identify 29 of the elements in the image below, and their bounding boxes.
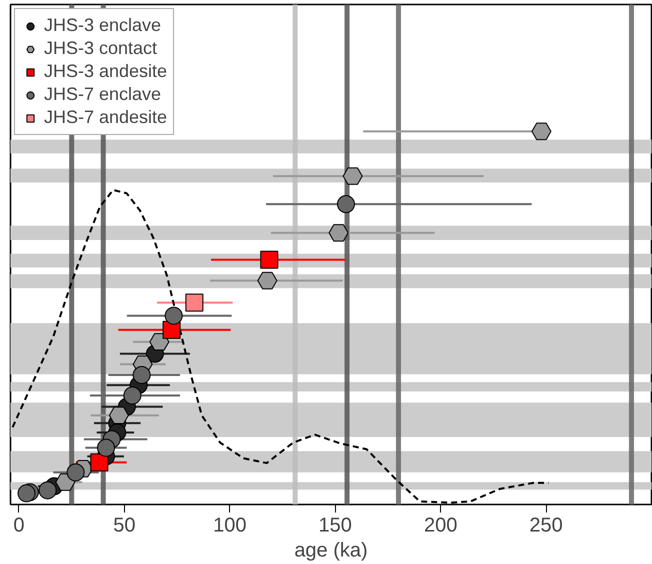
x-tick-label: 0 <box>13 514 24 536</box>
legend-label: JHS-3 contact <box>44 38 158 59</box>
point <box>342 167 363 185</box>
point <box>108 406 129 424</box>
point <box>123 386 142 405</box>
x-tick-label: 150 <box>318 514 352 536</box>
legend-label: JHS-7 andesite <box>44 107 168 128</box>
point <box>185 294 204 312</box>
legend-label: JHS-7 enclave <box>44 84 162 105</box>
point <box>328 224 349 242</box>
point <box>18 484 36 502</box>
legend-label: JHS-3 enclave <box>44 15 162 36</box>
point <box>260 250 278 269</box>
x-axis-title: age (ka) <box>294 540 368 562</box>
point <box>531 122 552 140</box>
x-tick-label: 250 <box>529 514 563 536</box>
x-tick-label: 100 <box>213 514 246 536</box>
x-tick-label: 50 <box>113 514 136 536</box>
point <box>336 195 355 214</box>
x-tick-label: 200 <box>424 514 458 536</box>
point <box>257 272 278 290</box>
point <box>90 453 108 472</box>
point <box>97 438 116 457</box>
legend-label: JHS-3 andesite <box>44 61 168 82</box>
point <box>149 333 170 351</box>
point <box>66 463 85 482</box>
point <box>164 306 183 325</box>
point <box>38 481 57 500</box>
point <box>132 366 151 384</box>
